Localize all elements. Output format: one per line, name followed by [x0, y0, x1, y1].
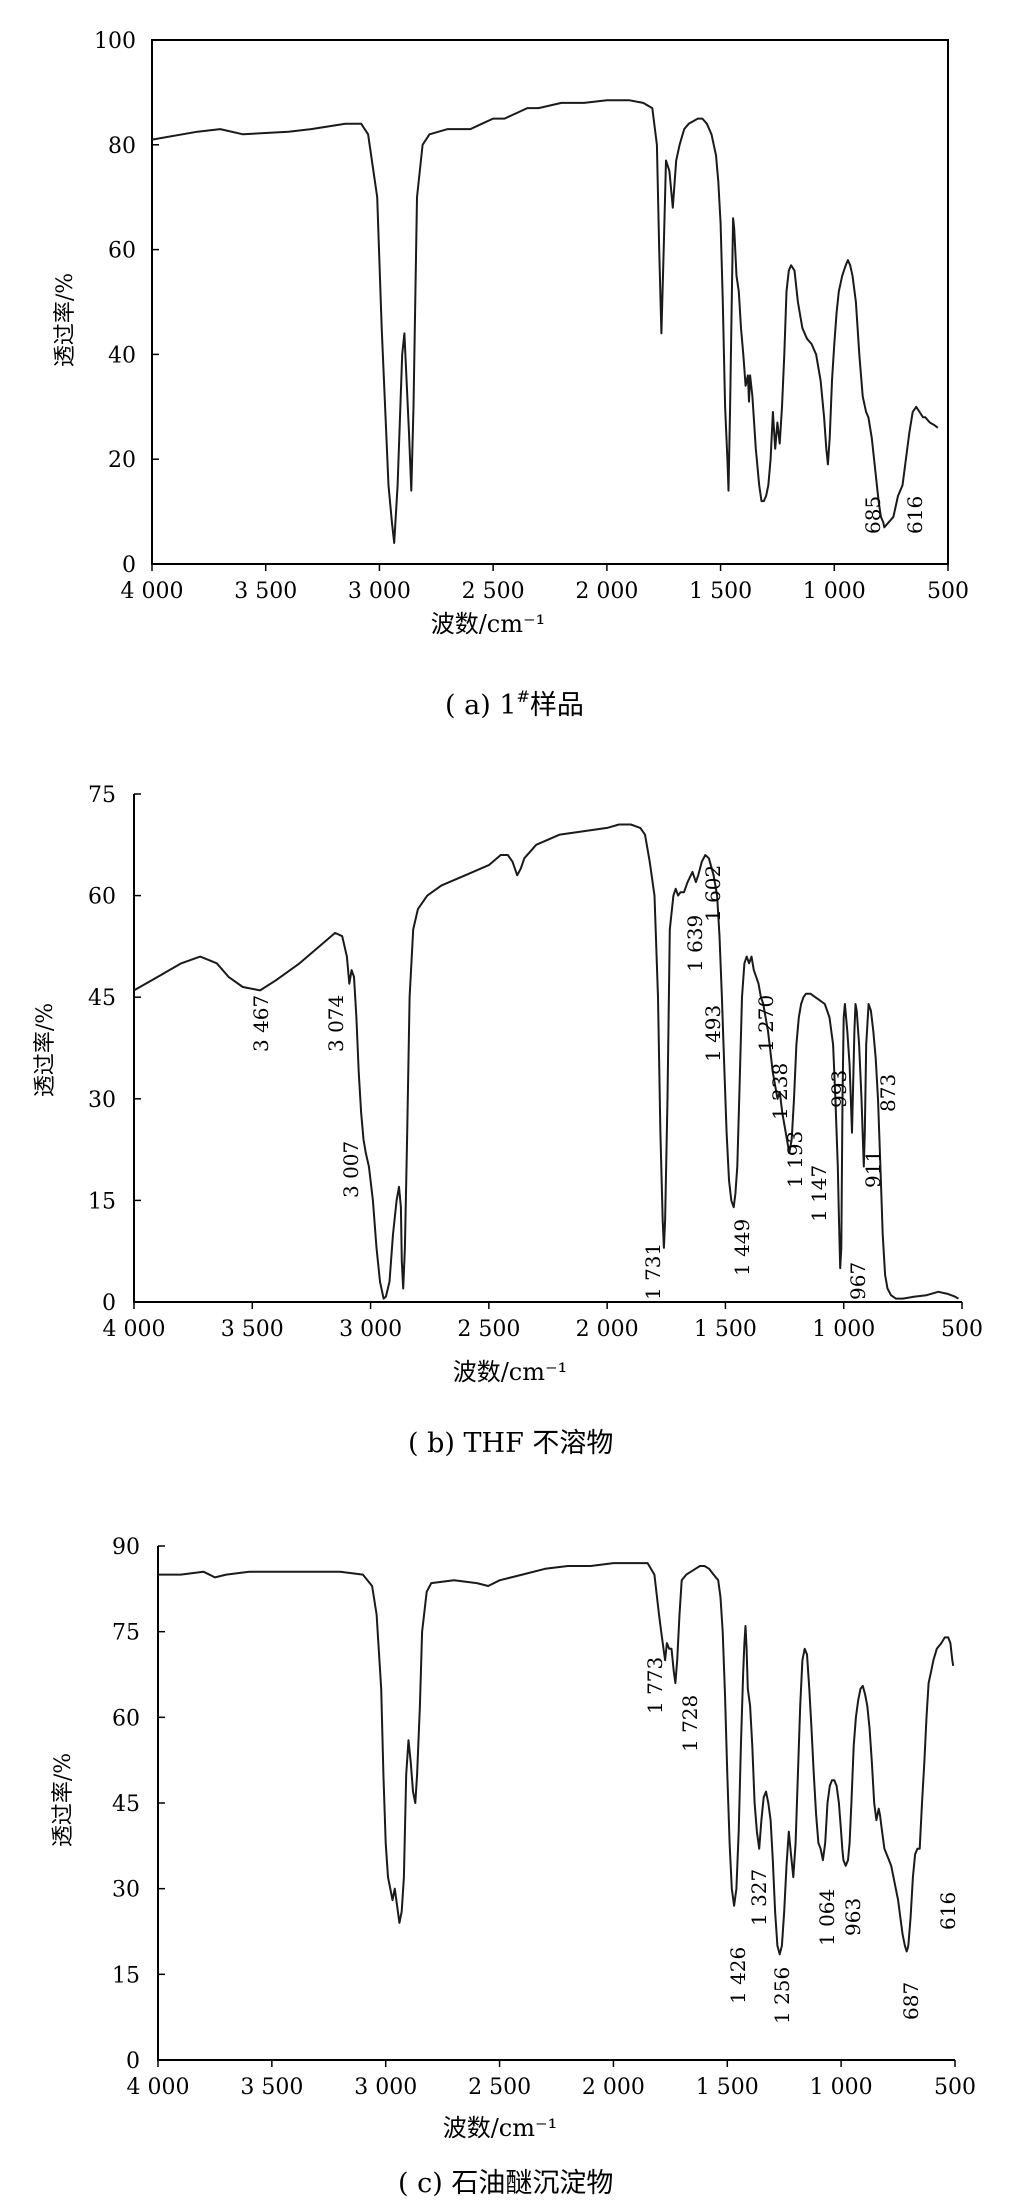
- panel-c: 4 000 3 500 3 000 2 500 2 000 1 500 1 000 500 0…: [51, 1535, 976, 2199]
- x-tick-label: 500: [941, 1317, 983, 1342]
- x-tick-label: 3 000: [339, 1317, 402, 1342]
- peak-label-1238: 1 238: [768, 1063, 792, 1120]
- x-tick-label: 3 500: [221, 1317, 284, 1342]
- peak-label-1493: 1 493: [701, 1005, 725, 1062]
- x-tick-label: 1 000: [803, 579, 866, 604]
- peak-label-967: 967: [846, 1262, 870, 1300]
- y-tick-label: 20: [108, 448, 136, 473]
- x-tick-label: 3 000: [348, 579, 411, 604]
- y-tick-label: 90: [112, 1535, 140, 1560]
- y-axis-label-b: 透过率/%: [33, 1003, 58, 1097]
- x-tick-label: 4 000: [103, 1317, 166, 1342]
- caption-b: ( b) THF 不溶物: [408, 1428, 613, 1459]
- panel-b: 4 000 3 500 3 000 2 500 2 000 1 500 1 000 500 0…: [33, 783, 983, 1459]
- x-tick-label: 1 000: [812, 1317, 875, 1342]
- caption-c: ( c) 石油醚沉淀物: [398, 2168, 613, 2199]
- plot-axes-c: [157, 1546, 955, 2061]
- x-tick-label: 4 000: [127, 2075, 190, 2100]
- x-tick-label: 3 000: [354, 2075, 417, 2100]
- y-tick-label: 0: [102, 1291, 116, 1316]
- y-tick-label: 45: [112, 1792, 140, 1817]
- peak-label-3007: 3 007: [339, 1141, 363, 1198]
- peak-label-3467: 3 467: [249, 995, 273, 1052]
- peak-label-1426: 1 426: [726, 1947, 750, 2004]
- y-tick-label: 60: [108, 239, 136, 264]
- y-tick-label: 0: [122, 553, 136, 578]
- y-ticks-a: 0 20 40 60 80 100: [94, 29, 159, 578]
- x-tick-label: 2 000: [575, 579, 638, 604]
- y-tick-label: 80: [108, 134, 136, 159]
- peak-label-1602: 1 602: [701, 865, 725, 922]
- y-tick-label: 0: [126, 2049, 140, 2074]
- panel-a: 4 000 3 500 3 000 2 500 2 000 1 500 1 000 500 0…: [53, 29, 969, 721]
- peak-label-1256: 1 256: [770, 1967, 794, 2024]
- peak-label-1639: 1 639: [683, 915, 707, 972]
- x-tick-label: 500: [934, 2075, 976, 2100]
- y-tick-label: 60: [88, 885, 116, 910]
- peak-label-873: 873: [876, 1074, 900, 1112]
- peak-label-616: 616: [903, 496, 927, 534]
- peak-label-1449: 1 449: [730, 1219, 754, 1276]
- peak-label-687: 687: [899, 1982, 923, 2020]
- x-tick-label: 1 500: [694, 1317, 757, 1342]
- x-tick-label: 2 000: [576, 1317, 639, 1342]
- peak-label-616-c: 616: [936, 1892, 960, 1930]
- peak-label-1731: 1 731: [641, 1243, 665, 1300]
- x-tick-label: 1 500: [689, 579, 752, 604]
- x-ticks-b: 4 000 3 500 3 000 2 500 2 000 1 500 1 000 500: [103, 1302, 983, 1342]
- x-ticks-a: 4 000 3 500 3 000 2 500 2 000 1 500 1 000 500: [121, 564, 969, 604]
- x-tick-label: 3 500: [240, 2075, 303, 2100]
- y-tick-label: 100: [94, 29, 136, 54]
- peak-label-1270: 1 270: [754, 995, 778, 1052]
- y-tick-label: 60: [112, 1706, 140, 1731]
- x-tick-label: 2 500: [468, 2075, 531, 2100]
- caption-a: ( a) 1#样品: [445, 687, 584, 721]
- x-tick-label: 3 500: [234, 579, 297, 604]
- peak-label-911: 911: [861, 1150, 885, 1188]
- y-tick-label: 45: [88, 986, 116, 1011]
- x-tick-label: 2 000: [582, 2075, 645, 2100]
- y-tick-label: 30: [112, 1878, 140, 1903]
- x-tick-label: 1 500: [696, 2075, 759, 2100]
- x-ticks-c: 4 000 3 500 3 000 2 500 2 000 1 500 1 000 500: [127, 2060, 976, 2100]
- spectrum-line-c: [158, 1562, 955, 1956]
- peak-label-1327: 1 327: [747, 1869, 771, 1926]
- y-tick-label: 75: [112, 1621, 140, 1646]
- y-tick-label: 75: [88, 783, 116, 808]
- peak-label-1193: 1 193: [783, 1131, 807, 1188]
- peak-label-1773: 1 773: [643, 1657, 667, 1714]
- peak-label-685: 685: [861, 496, 885, 534]
- spectrum-line-a: [151, 99, 939, 544]
- peak-label-1147: 1 147: [807, 1165, 831, 1222]
- y-tick-label: 15: [88, 1189, 116, 1214]
- spectrum-line-b: [133, 823, 959, 1300]
- x-tick-label: 500: [927, 579, 969, 604]
- peak-label-3074: 3 074: [324, 995, 348, 1052]
- x-axis-label-b: 波数/cm⁻¹: [453, 1358, 568, 1386]
- peak-label-1728: 1 728: [678, 1695, 702, 1752]
- y-axis-label-a: 透过率/%: [53, 273, 78, 367]
- y-tick-label: 30: [88, 1088, 116, 1113]
- x-axis-label-a: 波数/cm⁻¹: [431, 610, 546, 638]
- y-axis-label-c: 透过率/%: [51, 1753, 76, 1847]
- x-tick-label: 4 000: [121, 579, 184, 604]
- x-tick-label: 2 500: [457, 1317, 520, 1342]
- peak-label-993: 993: [827, 1070, 851, 1108]
- x-tick-label: 1 000: [810, 2075, 873, 2100]
- plot-frame-a: [151, 39, 949, 565]
- y-ticks-c: 0 15 30 45 60 75 90: [112, 1535, 165, 2074]
- y-tick-label: 15: [112, 1963, 140, 1988]
- peak-label-1064: 1 064: [815, 1889, 839, 1946]
- peak-label-963: 963: [841, 1898, 865, 1936]
- y-tick-label: 40: [108, 343, 136, 368]
- y-ticks-b: 0 15 30 45 60 75: [88, 783, 141, 1316]
- x-axis-label-c: 波数/cm⁻¹: [443, 2114, 558, 2142]
- x-tick-label: 2 500: [462, 579, 525, 604]
